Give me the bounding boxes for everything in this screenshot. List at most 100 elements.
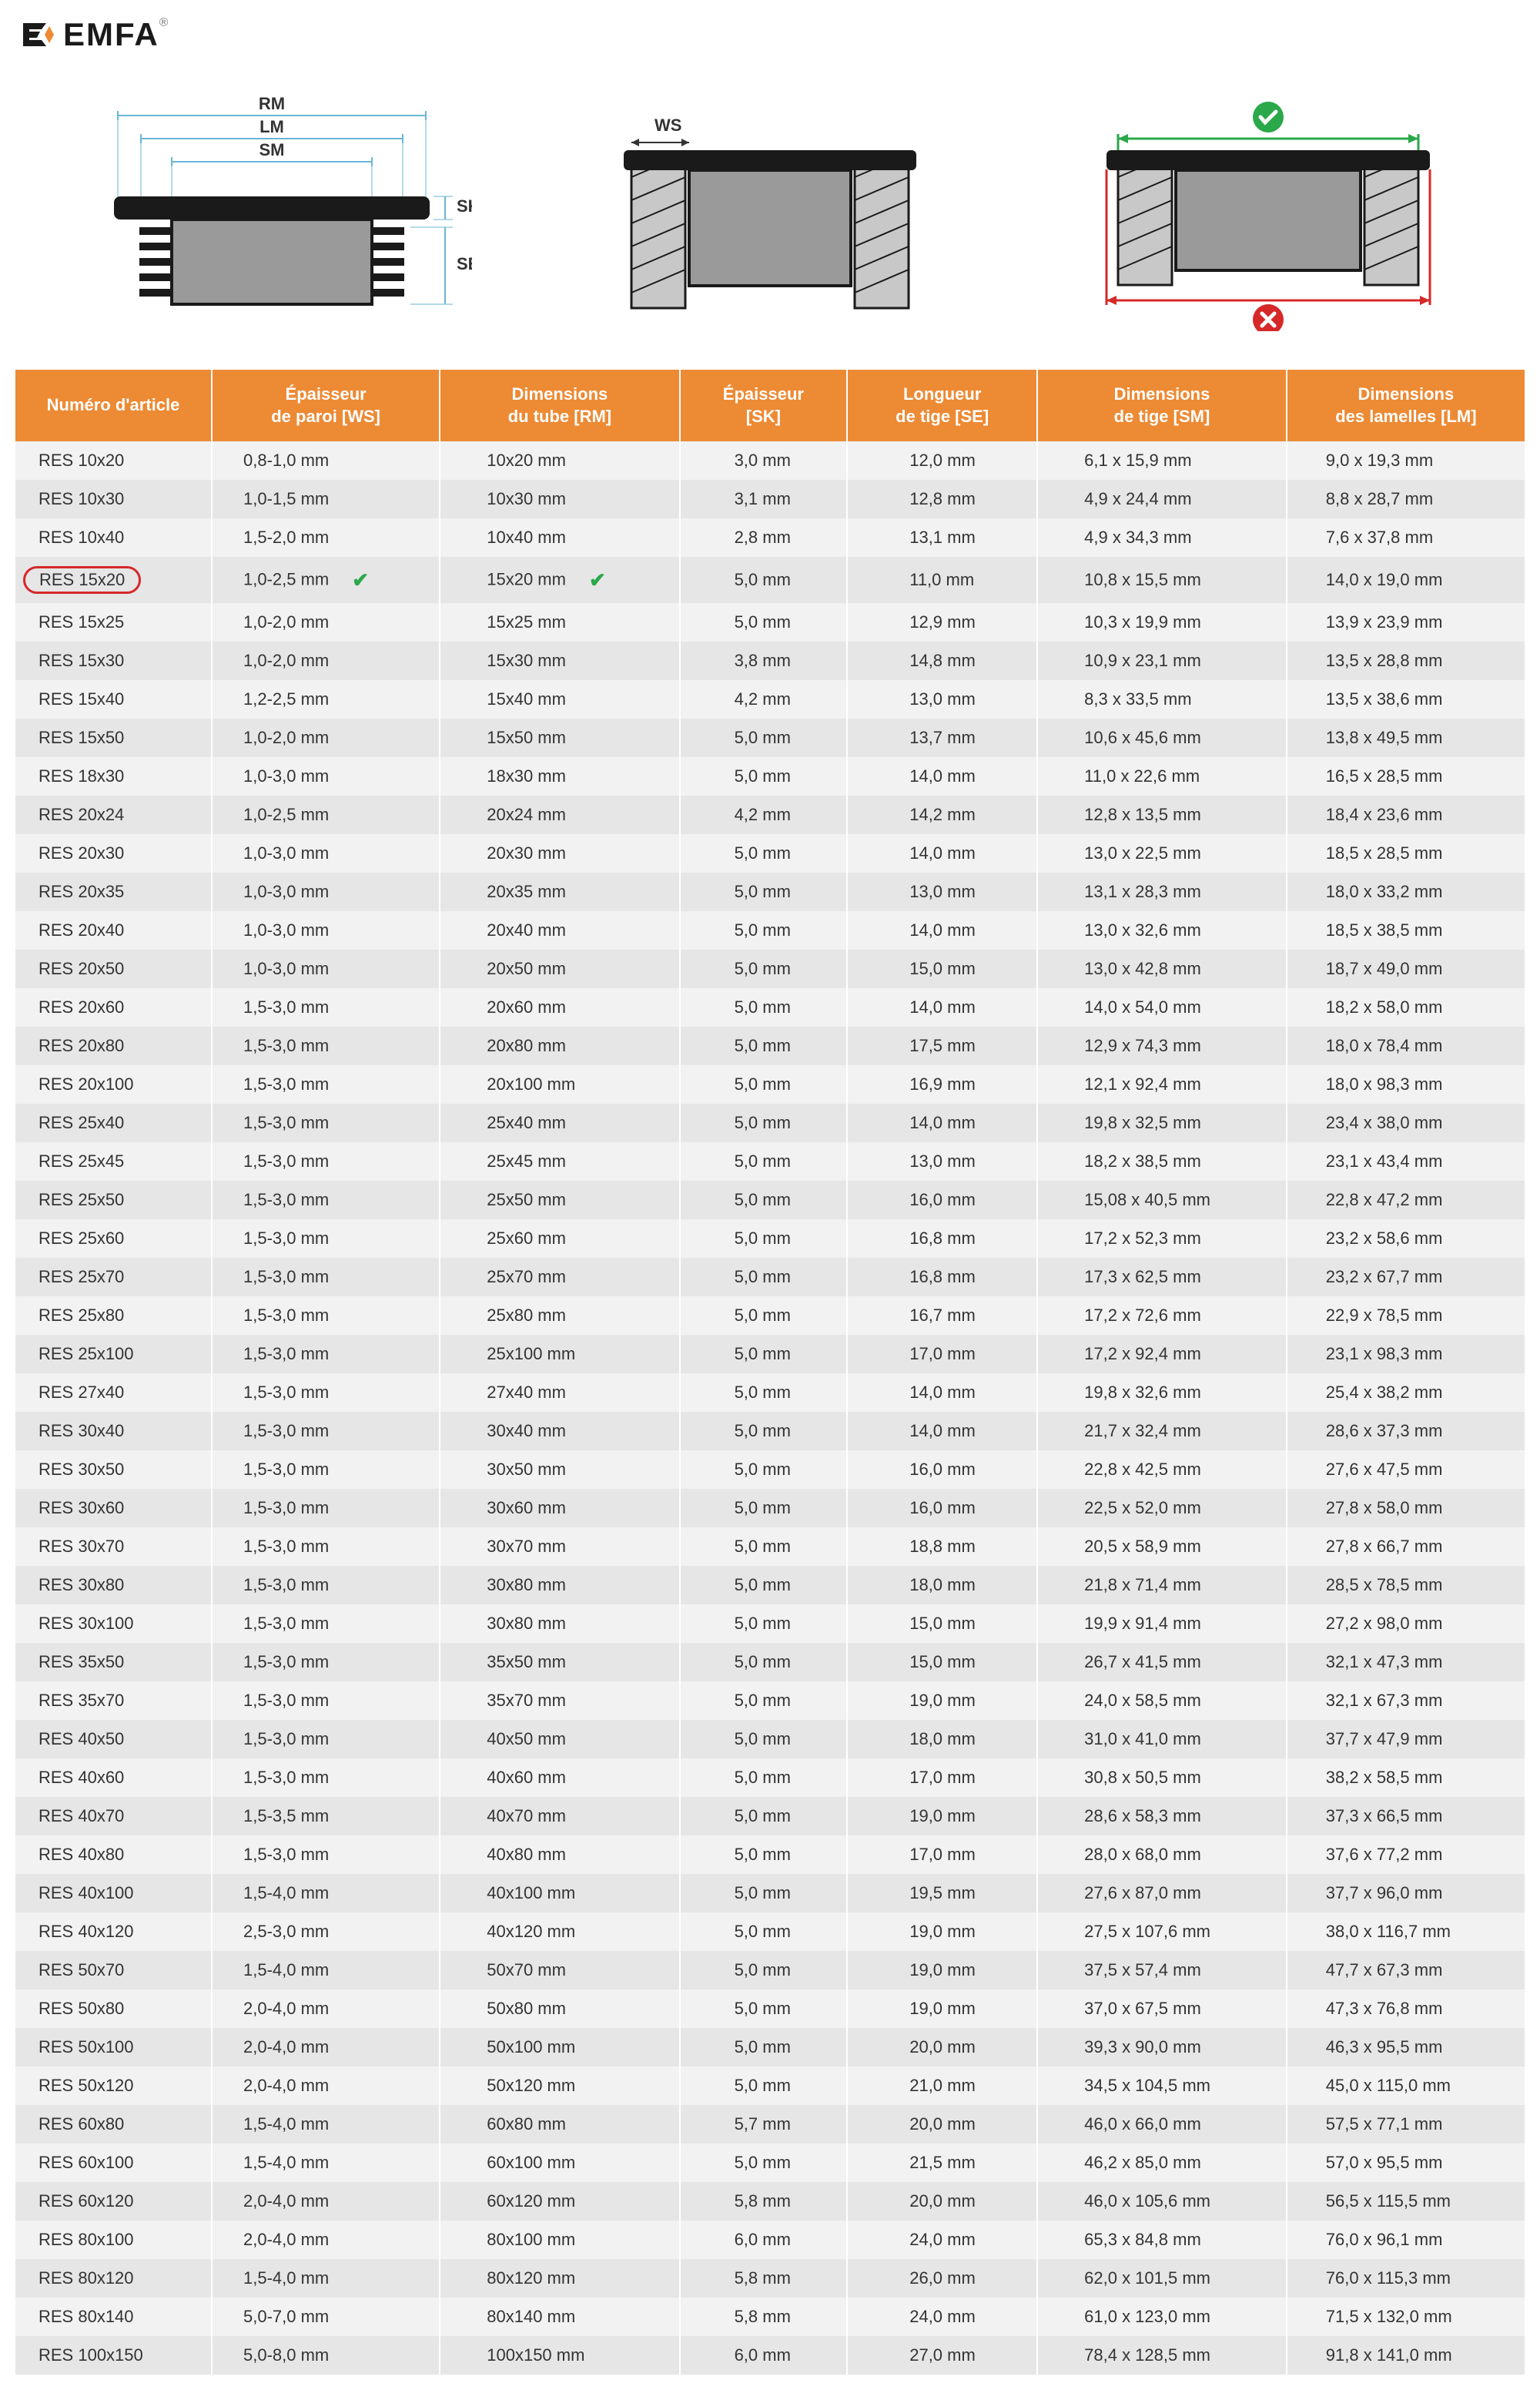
- table-row: RES 80x1002,0-4,0 mm80x100 mm6,0 mm24,0 …: [15, 2221, 1525, 2259]
- cell-rm: 60x100 mm: [440, 2144, 679, 2182]
- cell-rm: 20x60 mm: [440, 988, 679, 1027]
- cell-article: RES 60x120: [15, 2182, 212, 2221]
- cell-article: RES 27x40: [15, 1373, 212, 1412]
- cell-rm: 20x80 mm: [440, 1027, 679, 1065]
- table-row: RES 50x1202,0-4,0 mm50x120 mm5,0 mm21,0 …: [15, 2067, 1525, 2105]
- cell-article: RES 25x70: [15, 1258, 212, 1296]
- cell-se: 13,7 mm: [847, 719, 1037, 757]
- cell-sk: 3,0 mm: [680, 441, 848, 480]
- cell-sk: 5,0 mm: [680, 1258, 848, 1296]
- cell-article: RES 25x50: [15, 1181, 212, 1219]
- cell-ws: 1,5-3,5 mm: [212, 1797, 440, 1835]
- cell-article: RES 35x70: [15, 1681, 212, 1720]
- cell-rm: 40x80 mm: [440, 1835, 679, 1874]
- cell-lm: 18,0 x 33,2 mm: [1287, 873, 1525, 911]
- cell-article: RES 20x80: [15, 1027, 212, 1065]
- cell-sk: 5,0 mm: [680, 1142, 848, 1181]
- diagrams-row: RM LM SM: [15, 77, 1525, 370]
- cell-sm: 12,8 x 13,5 mm: [1037, 796, 1287, 834]
- cell-sm: 12,1 x 92,4 mm: [1037, 1065, 1287, 1104]
- cell-rm: 10x30 mm: [440, 480, 679, 518]
- cell-lm: 32,1 x 67,3 mm: [1287, 1681, 1525, 1720]
- table-row: RES 40x1202,5-3,0 mm40x120 mm5,0 mm19,0 …: [15, 1912, 1525, 1951]
- cell-rm: 60x80 mm: [440, 2105, 679, 2144]
- table-row: RES 20x1001,5-3,0 mm20x100 mm5,0 mm16,9 …: [15, 1065, 1525, 1104]
- table-row: RES 30x701,5-3,0 mm30x70 mm5,0 mm18,8 mm…: [15, 1527, 1525, 1566]
- cell-se: 12,8 mm: [847, 480, 1037, 518]
- cell-sk: 5,0 mm: [680, 1027, 848, 1065]
- cell-lm: 18,0 x 78,4 mm: [1287, 1027, 1525, 1065]
- cell-lm: 32,1 x 47,3 mm: [1287, 1643, 1525, 1681]
- cell-sk: 5,0 mm: [680, 873, 848, 911]
- cell-se: 13,0 mm: [847, 1142, 1037, 1181]
- cell-sm: 6,1 x 15,9 mm: [1037, 441, 1287, 480]
- cell-lm: 27,2 x 98,0 mm: [1287, 1604, 1525, 1643]
- cell-lm: 16,5 x 28,5 mm: [1287, 757, 1525, 796]
- cell-rm: 25x40 mm: [440, 1104, 679, 1142]
- cell-se: 14,0 mm: [847, 1412, 1037, 1450]
- cell-ws: 1,0-2,0 mm: [212, 603, 440, 642]
- cell-ws: 2,0-4,0 mm: [212, 1989, 440, 2028]
- cell-lm: 18,7 x 49,0 mm: [1287, 950, 1525, 988]
- table-row: RES 15x201,0-2,5 mm✔15x20 mm✔5,0 mm11,0 …: [15, 557, 1525, 603]
- cell-ws: 0,8-1,0 mm: [212, 441, 440, 480]
- cell-se: 16,9 mm: [847, 1065, 1037, 1104]
- cell-sm: 18,2 x 38,5 mm: [1037, 1142, 1287, 1181]
- cell-sm: 4,9 x 34,3 mm: [1037, 518, 1287, 557]
- cell-sk: 6,0 mm: [680, 2336, 848, 2375]
- cell-sk: 5,0 mm: [680, 2144, 848, 2182]
- cell-article: RES 20x60: [15, 988, 212, 1027]
- cell-lm: 37,3 x 66,5 mm: [1287, 1797, 1525, 1835]
- cell-article: RES 80x140: [15, 2298, 212, 2336]
- cell-ws: 2,0-4,0 mm: [212, 2028, 440, 2067]
- table-row: RES 100x1505,0-8,0 mm100x150 mm6,0 mm27,…: [15, 2336, 1525, 2375]
- cell-sk: 5,0 mm: [680, 2028, 848, 2067]
- cell-sm: 37,0 x 67,5 mm: [1037, 1989, 1287, 2028]
- cell-sk: 5,0 mm: [680, 1104, 848, 1142]
- cell-rm: 80x120 mm: [440, 2259, 679, 2298]
- cell-article: RES 20x100: [15, 1065, 212, 1104]
- cell-lm: 46,3 x 95,5 mm: [1287, 2028, 1525, 2067]
- cell-ws: 1,5-3,0 mm: [212, 1142, 440, 1181]
- cell-rm: 10x40 mm: [440, 518, 679, 557]
- cell-rm: 20x40 mm: [440, 911, 679, 950]
- cell-lm: 23,1 x 98,3 mm: [1287, 1335, 1525, 1373]
- cell-ws: 1,5-3,0 mm: [212, 988, 440, 1027]
- cell-article: RES 20x30: [15, 834, 212, 873]
- cell-sk: 5,0 mm: [680, 950, 848, 988]
- cell-rm: 30x80 mm: [440, 1566, 679, 1604]
- cell-se: 13,1 mm: [847, 518, 1037, 557]
- cell-lm: 13,9 x 23,9 mm: [1287, 603, 1525, 642]
- cell-sk: 3,8 mm: [680, 642, 848, 680]
- cell-article: RES 25x45: [15, 1142, 212, 1181]
- cell-ws: 1,0-3,0 mm: [212, 873, 440, 911]
- table-row: RES 30x601,5-3,0 mm30x60 mm5,0 mm16,0 mm…: [15, 1489, 1525, 1527]
- table-row: RES 10x200,8-1,0 mm10x20 mm3,0 mm12,0 mm…: [15, 441, 1525, 480]
- table-row: RES 20x501,0-3,0 mm20x50 mm5,0 mm15,0 mm…: [15, 950, 1525, 988]
- cell-sm: 27,5 x 107,6 mm: [1037, 1912, 1287, 1951]
- cell-se: 20,0 mm: [847, 2028, 1037, 2067]
- cell-ws: 1,5-3,0 mm: [212, 1219, 440, 1258]
- cell-sk: 4,2 mm: [680, 680, 848, 719]
- table-row: RES 15x501,0-2,0 mm15x50 mm5,0 mm13,7 mm…: [15, 719, 1525, 757]
- cell-sm: 22,8 x 42,5 mm: [1037, 1450, 1287, 1489]
- cell-article: RES 25x40: [15, 1104, 212, 1142]
- table-row: RES 15x301,0-2,0 mm15x30 mm3,8 mm14,8 mm…: [15, 642, 1525, 680]
- cell-sm: 34,5 x 104,5 mm: [1037, 2067, 1287, 2105]
- cell-sk: 4,2 mm: [680, 796, 848, 834]
- cell-article: RES 20x50: [15, 950, 212, 988]
- cell-sk: 5,0 mm: [680, 1181, 848, 1219]
- cell-ws: 1,5-3,0 mm: [212, 1720, 440, 1758]
- cell-sm: 46,0 x 105,6 mm: [1037, 2182, 1287, 2221]
- cell-sk: 5,0 mm: [680, 1912, 848, 1951]
- table-row: RES 50x802,0-4,0 mm50x80 mm5,0 mm19,0 mm…: [15, 1989, 1525, 2028]
- cell-rm: 40x70 mm: [440, 1797, 679, 1835]
- cell-rm: 40x120 mm: [440, 1912, 679, 1951]
- cell-sk: 5,0 mm: [680, 2067, 848, 2105]
- cell-sm: 39,3 x 90,0 mm: [1037, 2028, 1287, 2067]
- cell-article: RES 60x100: [15, 2144, 212, 2182]
- table-row: RES 10x301,0-1,5 mm10x30 mm3,1 mm12,8 mm…: [15, 480, 1525, 518]
- cell-ws: 1,0-3,0 mm: [212, 911, 440, 950]
- cell-ws: 1,2-2,5 mm: [212, 680, 440, 719]
- cell-rm: 100x150 mm: [440, 2336, 679, 2375]
